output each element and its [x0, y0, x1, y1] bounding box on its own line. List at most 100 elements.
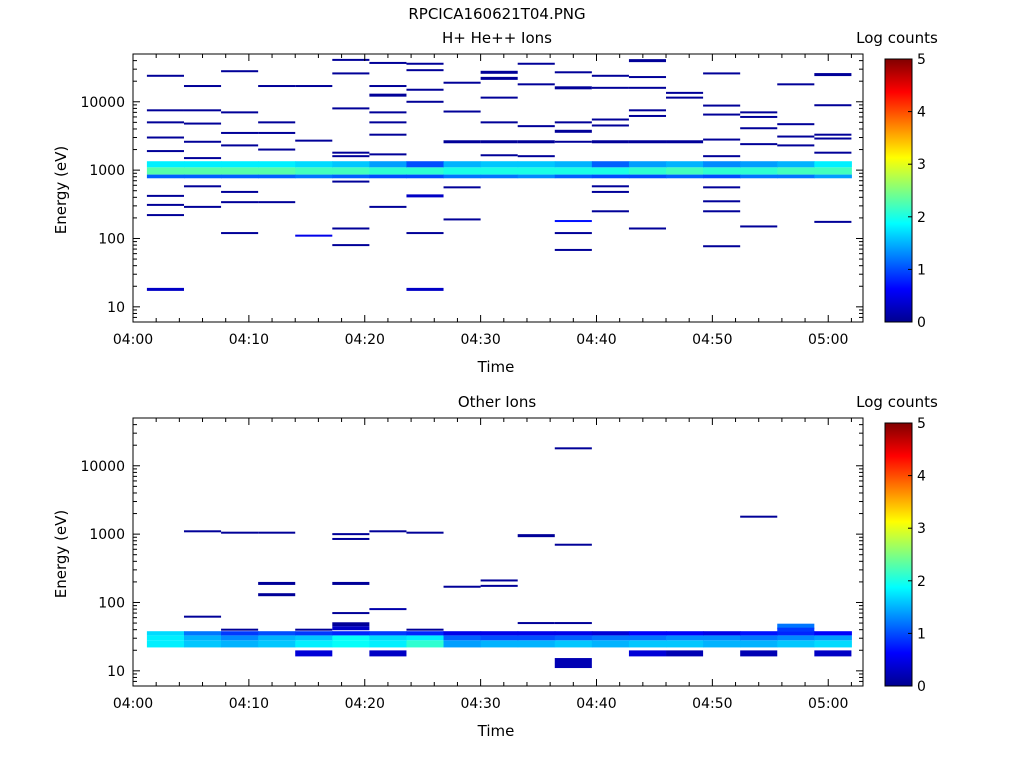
spectrogram-cell: [258, 635, 296, 641]
spectrogram-cell: [146, 161, 185, 168]
count-mark: [480, 96, 518, 99]
spectrogram-cell: [628, 640, 667, 648]
count-mark: [814, 137, 852, 140]
count-mark: [332, 622, 370, 627]
count-mark: [443, 81, 481, 84]
count-mark: [369, 650, 407, 657]
count-mark: [369, 133, 407, 136]
spectrogram-cell: [258, 640, 296, 648]
spectrogram-cell: [814, 635, 852, 641]
spectrogram-cell: [703, 161, 741, 168]
count-mark: [517, 125, 555, 128]
count-mark: [628, 140, 667, 144]
count-mark: [443, 140, 481, 144]
count-mark: [554, 121, 592, 124]
count-mark: [332, 537, 370, 540]
y-tick-label: 10: [107, 664, 125, 680]
count-mark: [406, 628, 444, 631]
spectrogram-cell: [406, 161, 445, 168]
count-mark: [740, 515, 778, 518]
count-mark: [258, 131, 296, 134]
spectrogram-cell: [443, 635, 482, 641]
x-tick-label: 04:00: [113, 696, 153, 712]
figure-title: RPCICA160621T04.PNG: [408, 5, 585, 23]
count-mark: [443, 110, 481, 113]
count-mark: [369, 153, 407, 156]
spectrogram-cell: [183, 640, 222, 648]
colorbar-label: Log counts: [856, 393, 938, 411]
spectrogram-cell: [777, 161, 815, 168]
spectrogram-cell: [666, 174, 704, 179]
spectrogram-cell: [258, 631, 296, 636]
spectrogram-cell: [591, 635, 630, 641]
spectrogram-cell: [814, 640, 852, 648]
spectrogram-cell: [777, 167, 815, 175]
colorbar: 5 4 3 2 1 0: [884, 52, 926, 331]
x-tick-label: 04:40: [576, 696, 616, 712]
spectrogram-cell: [517, 167, 556, 175]
count-mark: [814, 133, 852, 136]
count-mark: [554, 622, 592, 625]
count-mark: [183, 109, 222, 112]
plot-frame: [132, 53, 864, 323]
spectrogram-cell: [443, 631, 482, 636]
spectrogram-cell: [146, 635, 185, 641]
count-mark: [183, 140, 222, 143]
count-mark: [183, 157, 222, 160]
count-mark: [332, 72, 370, 75]
spectrogram-cell: [666, 635, 704, 641]
spectrogram-cell: [480, 635, 519, 641]
count-mark: [777, 135, 815, 138]
count-mark: [591, 185, 629, 188]
spectrogram-cell: [554, 640, 593, 648]
spectrogram-cell: [183, 161, 222, 168]
count-mark: [777, 627, 815, 632]
y-tick-label: 10000: [80, 459, 125, 475]
count-mark: [666, 650, 704, 657]
spectrogram-cell: [517, 161, 556, 168]
count-mark: [740, 143, 778, 146]
count-mark: [591, 118, 629, 121]
count-mark: [221, 201, 259, 204]
x-tick-label: 04:40: [576, 332, 616, 348]
count-mark: [332, 626, 370, 631]
x-tick-label: 04:30: [460, 696, 500, 712]
count-mark: [221, 232, 259, 235]
spectrogram-cell: [146, 631, 185, 636]
count-mark: [814, 104, 852, 107]
count-mark: [666, 91, 704, 94]
count-mark: [554, 447, 592, 450]
spectrogram-cell: [480, 167, 519, 175]
spectrogram-cell: [554, 174, 593, 179]
count-mark: [183, 530, 222, 533]
spectrogram-cell: [517, 635, 556, 641]
x-tick-label: 04:50: [692, 332, 732, 348]
count-mark: [480, 76, 518, 80]
colorbar-tick-label: 0: [917, 315, 926, 331]
count-mark: [369, 93, 407, 97]
count-mark: [183, 205, 222, 208]
colorbar-tick-label: 3: [917, 157, 926, 173]
spectrogram-cell: [443, 640, 482, 648]
colorbar-tick-label: 4: [917, 105, 926, 121]
spectrogram-cell: [406, 640, 445, 648]
spectrogram-cell: [369, 167, 407, 175]
count-mark: [295, 234, 333, 237]
spectrogram-cell: [369, 631, 407, 636]
spectrogram-cell: [814, 167, 852, 175]
count-mark: [554, 543, 592, 546]
count-mark: [183, 615, 222, 618]
spectrogram-cell: [406, 167, 445, 175]
spectrogram-cell: [183, 174, 222, 179]
count-mark: [183, 85, 222, 88]
count-mark: [146, 74, 184, 77]
count-mark: [258, 581, 296, 585]
x-tick-label: 04:20: [345, 332, 385, 348]
spectrogram-cell: [703, 631, 741, 636]
count-mark: [591, 86, 629, 89]
spectrogram-cell: [369, 161, 407, 168]
spectrogram-cell: [332, 631, 370, 636]
count-mark: [703, 186, 741, 189]
count-mark: [480, 154, 518, 157]
